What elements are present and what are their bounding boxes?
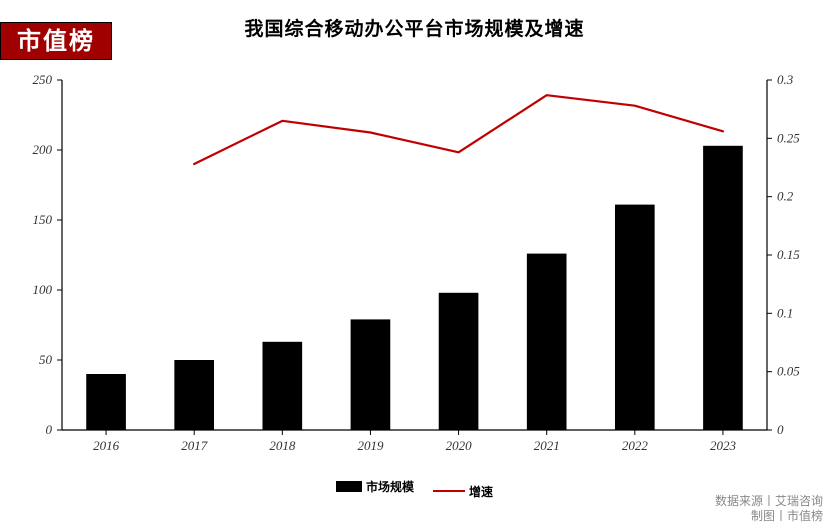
svg-text:150: 150	[33, 212, 53, 227]
legend: 市场规模 增速	[0, 478, 829, 500]
legend-item-line: 增速	[433, 483, 493, 500]
chart-area: 0 50 100 150 200 250 0 0.05 0.1 0.15 0.2 0.25 0.3 201…	[12, 70, 817, 480]
bar-swatch-icon	[336, 481, 362, 492]
svg-text:200: 200	[33, 142, 53, 157]
svg-text:0.15: 0.15	[777, 247, 800, 262]
svg-text:0.3: 0.3	[777, 72, 794, 87]
svg-text:2021: 2021	[534, 438, 560, 453]
svg-text:2018: 2018	[269, 438, 296, 453]
legend-bar-label: 市场规模	[366, 478, 414, 495]
chart-title: 我国综合移动办公平台市场规模及增速	[0, 14, 829, 41]
credits: 数据来源丨艾瑞咨询 制图丨市值榜	[715, 494, 823, 525]
svg-text:2022: 2022	[622, 438, 649, 453]
bar	[703, 146, 743, 430]
svg-text:100: 100	[33, 282, 53, 297]
svg-text:2020: 2020	[446, 438, 473, 453]
svg-text:250: 250	[33, 72, 53, 87]
legend-line-label: 增速	[469, 483, 493, 500]
growth-line	[194, 95, 723, 164]
svg-text:2017: 2017	[181, 438, 208, 453]
svg-text:0: 0	[777, 422, 784, 437]
bar	[615, 205, 655, 430]
legend-item-bars: 市场规模	[336, 478, 414, 495]
bar	[174, 360, 214, 430]
svg-text:0.2: 0.2	[777, 189, 794, 204]
svg-text:2016: 2016	[93, 438, 120, 453]
bar	[527, 254, 567, 430]
credits-source: 数据来源丨艾瑞咨询	[715, 494, 823, 510]
svg-text:0.1: 0.1	[777, 305, 793, 320]
bar	[351, 319, 391, 430]
svg-text:2023: 2023	[710, 438, 737, 453]
bar	[262, 342, 302, 430]
bar	[439, 293, 479, 430]
svg-text:0.25: 0.25	[777, 130, 800, 145]
svg-text:0.05: 0.05	[777, 364, 800, 379]
svg-text:0: 0	[46, 422, 53, 437]
svg-text:50: 50	[39, 352, 53, 367]
line-swatch-icon	[433, 490, 465, 492]
chart-svg: 0 50 100 150 200 250 0 0.05 0.1 0.15 0.2 0.25 0.3 201…	[12, 70, 817, 480]
bar	[86, 374, 126, 430]
svg-text:2019: 2019	[357, 438, 384, 453]
credits-author: 制图丨市值榜	[715, 509, 823, 525]
